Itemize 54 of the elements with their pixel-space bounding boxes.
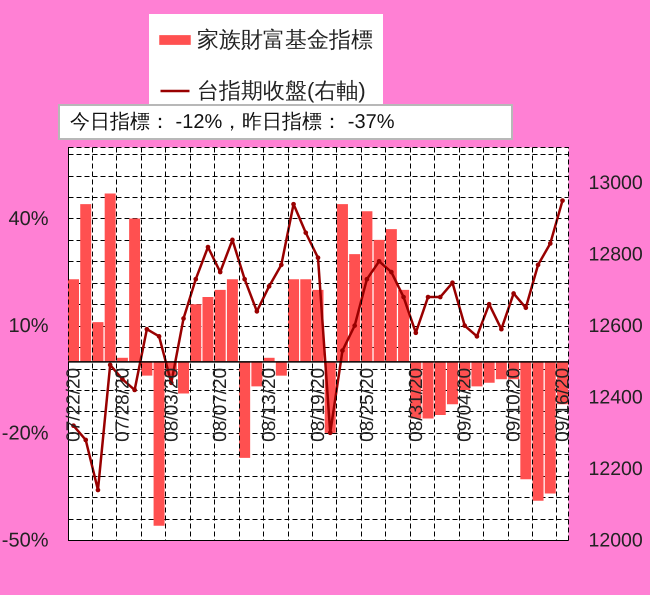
point <box>144 326 150 332</box>
y2-tick-label: 12000 <box>588 530 643 552</box>
point <box>462 323 468 328</box>
point <box>438 294 443 300</box>
point <box>364 276 370 282</box>
point <box>548 241 553 246</box>
point <box>560 198 565 203</box>
point <box>83 438 88 442</box>
point <box>181 316 186 321</box>
point <box>156 334 162 339</box>
point <box>352 323 358 328</box>
x-tick-label: 08/03/20 <box>161 368 182 442</box>
point <box>303 230 308 236</box>
point <box>474 334 480 339</box>
x-tick-label: 07/22/20 <box>64 368 84 442</box>
x-tick-label: 09/10/20 <box>504 368 525 442</box>
bar <box>276 361 287 376</box>
point <box>328 430 333 436</box>
point <box>340 348 345 353</box>
point <box>96 488 100 492</box>
point <box>108 362 113 368</box>
y-tick-label: -50% <box>2 530 49 552</box>
x-tick-label: 08/07/20 <box>210 368 232 442</box>
point <box>316 255 320 260</box>
y2-tick-label: 12200 <box>588 458 643 480</box>
y-tick-label: -20% <box>2 422 49 444</box>
y2-tick-label: 12800 <box>588 244 643 266</box>
x-tick-label: 09/16/20 <box>552 368 574 442</box>
point <box>401 294 406 300</box>
point <box>254 309 260 314</box>
point <box>389 270 394 274</box>
y2-tick-label: 12600 <box>588 315 643 338</box>
y-tick-label: 40% <box>8 208 49 230</box>
y2-tick-label: 13000 <box>588 172 643 194</box>
text: 今日指標： -12%，昨日指標： -37% <box>58 104 513 140</box>
point <box>266 284 272 289</box>
x-tick-label: 09/04/20 <box>454 368 476 442</box>
x-tick-label: 08/31/20 <box>406 368 427 442</box>
point <box>278 262 284 268</box>
point <box>376 258 382 264</box>
point <box>193 276 198 282</box>
y-tick-label: 10% <box>8 315 49 338</box>
x-tick-label: 08/19/20 <box>308 368 329 442</box>
point <box>132 388 137 392</box>
point <box>511 291 516 296</box>
point <box>242 276 247 282</box>
x-tick-label: 07/28/20 <box>112 368 134 442</box>
legend-label: 台指期收盤(右軸) <box>197 78 366 103</box>
x-tick-label: 08/25/20 <box>356 368 378 442</box>
point <box>426 294 430 300</box>
x-tick-label: 08/13/20 <box>259 368 280 442</box>
y2-tick-label: 12400 <box>588 386 643 409</box>
legend-label: 家族財富基金指標 <box>197 27 373 52</box>
point <box>536 262 540 268</box>
